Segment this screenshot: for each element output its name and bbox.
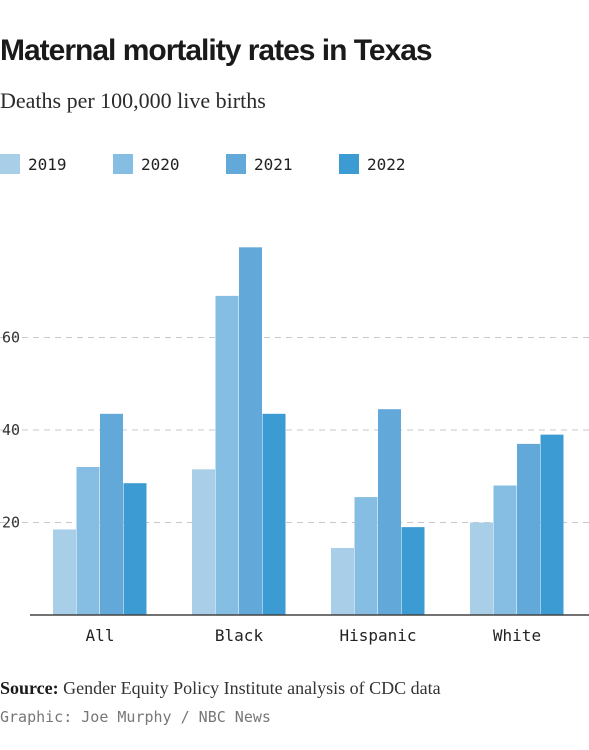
x-tick-label-white: White bbox=[493, 626, 541, 645]
legend-swatch-2022 bbox=[339, 154, 359, 174]
legend-label-2020: 2020 bbox=[141, 154, 180, 174]
bar-white-2019 bbox=[470, 522, 493, 615]
y-tick-label-60: 60 bbox=[2, 329, 20, 347]
legend-item-2019: 2019 bbox=[0, 154, 113, 174]
source-text: Gender Equity Policy Institute analysis … bbox=[63, 678, 441, 698]
bar-all-2022 bbox=[123, 483, 147, 615]
chart-title: Maternal mortality rates in Texas bbox=[0, 34, 433, 67]
legend-swatch-2020 bbox=[113, 154, 133, 174]
legend-label-2022: 2022 bbox=[367, 154, 406, 174]
y-tick-label-20: 20 bbox=[2, 514, 20, 532]
chart-legend: 2019 2020 2021 2022 bbox=[0, 150, 452, 178]
x-tick-label-all: All bbox=[86, 626, 115, 645]
bar-hispanic-2019 bbox=[331, 547, 354, 615]
bar-black-2019 bbox=[192, 469, 215, 615]
bar-black-2021 bbox=[239, 247, 262, 615]
bar-chart: 20 40 60 All Black Hispanic White bbox=[0, 247, 589, 645]
x-tick-label-black: Black bbox=[215, 626, 264, 645]
chart-subtitle: Deaths per 100,000 live births bbox=[0, 88, 266, 113]
legend-swatch-2019 bbox=[0, 154, 20, 174]
bar-white-2020 bbox=[493, 485, 517, 615]
source-label: Source: bbox=[0, 678, 59, 698]
bar-hispanic-2020 bbox=[354, 497, 378, 615]
bar-hispanic-2022 bbox=[401, 527, 425, 615]
bar-black-2020 bbox=[215, 295, 239, 615]
bar-all-2020 bbox=[76, 467, 100, 615]
bar-white-2021 bbox=[517, 443, 540, 615]
legend-item-2020: 2020 bbox=[113, 154, 226, 174]
legend-swatch-2021 bbox=[226, 154, 246, 174]
bar-hispanic-2021 bbox=[378, 409, 401, 615]
graphic-credit: Graphic: Joe Murphy / NBC News bbox=[0, 708, 271, 726]
y-tick-label-40: 40 bbox=[2, 421, 20, 439]
legend-label-2019: 2019 bbox=[28, 154, 67, 174]
legend-item-2022: 2022 bbox=[339, 154, 452, 174]
bar-all-2021 bbox=[100, 413, 123, 615]
bar-black-2022 bbox=[262, 413, 286, 615]
legend-label-2021: 2021 bbox=[254, 154, 293, 174]
bar-white-2022 bbox=[540, 434, 564, 615]
legend-item-2021: 2021 bbox=[226, 154, 339, 174]
source-note: Source: Gender Equity Policy Institute a… bbox=[0, 678, 441, 699]
x-tick-label-hispanic: Hispanic bbox=[339, 626, 416, 645]
bar-all-2019 bbox=[53, 529, 76, 615]
